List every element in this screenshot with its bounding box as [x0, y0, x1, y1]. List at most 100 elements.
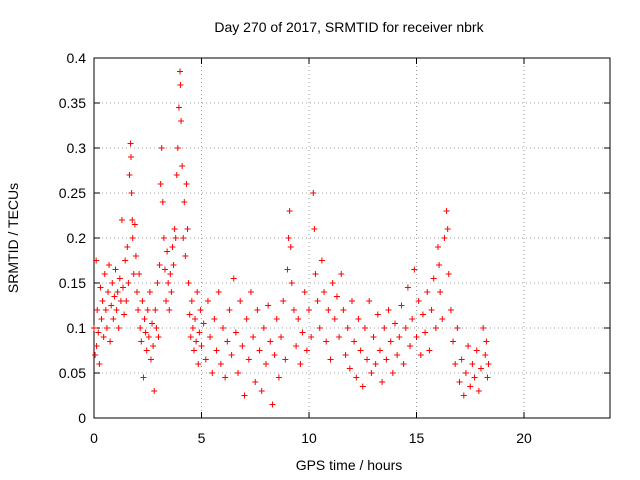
data-point — [189, 325, 196, 331]
data-point — [288, 280, 295, 286]
data-point — [441, 235, 448, 241]
data-point — [186, 311, 193, 318]
data-point — [383, 356, 390, 363]
data-point — [415, 298, 422, 304]
data-point — [295, 316, 302, 322]
data-point — [129, 235, 136, 241]
data-point — [379, 379, 386, 385]
data-point — [101, 271, 108, 277]
data-point — [374, 311, 381, 318]
data-point — [167, 271, 174, 277]
data-point — [325, 307, 332, 313]
data-point — [190, 347, 197, 354]
data-point — [275, 374, 282, 381]
data-point — [204, 298, 211, 304]
data-point — [478, 365, 484, 372]
data-point — [170, 262, 177, 268]
data-point — [336, 334, 343, 340]
data-point — [357, 347, 364, 354]
data-point — [138, 338, 145, 345]
data-point — [465, 343, 472, 349]
data-point — [97, 284, 104, 291]
data-point — [437, 289, 444, 295]
y-tick-label: 0.05 — [59, 365, 86, 381]
data-point — [364, 356, 371, 363]
data-point — [376, 347, 383, 354]
data-point — [398, 302, 405, 309]
data-point — [180, 235, 187, 241]
data-point — [151, 388, 158, 394]
data-point — [342, 352, 349, 358]
data-point — [407, 343, 414, 349]
data-point — [271, 352, 278, 358]
data-point — [200, 320, 207, 327]
data-point — [184, 226, 191, 232]
data-point — [141, 316, 148, 322]
data-point — [344, 325, 351, 331]
data-point — [426, 347, 433, 354]
plot-frame — [93, 57, 611, 419]
data-point — [424, 289, 431, 295]
data-point — [243, 316, 250, 322]
data-point — [454, 325, 461, 331]
data-point — [269, 401, 276, 408]
data-point — [278, 334, 285, 340]
y-tick-label: 0.15 — [59, 275, 86, 291]
data-point — [361, 325, 368, 331]
data-point — [370, 334, 377, 340]
data-point — [359, 383, 366, 390]
data-point — [116, 275, 123, 282]
data-point — [402, 325, 409, 331]
data-point — [409, 316, 416, 322]
data-point — [161, 266, 168, 273]
data-point — [311, 226, 318, 232]
data-point — [327, 356, 334, 363]
data-point — [392, 320, 398, 327]
x-tick-label: 20 — [516, 430, 532, 446]
data-point — [286, 208, 293, 214]
data-point — [422, 329, 429, 336]
data-point — [157, 181, 164, 187]
data-point — [159, 199, 166, 205]
data-point — [252, 379, 259, 385]
data-point — [482, 352, 489, 358]
data-point — [308, 334, 315, 340]
data-point — [230, 275, 237, 282]
data-point — [92, 352, 99, 358]
data-point — [188, 298, 195, 304]
data-point — [394, 352, 401, 358]
data-point — [331, 316, 338, 322]
data-point — [178, 118, 185, 124]
data-point — [125, 280, 132, 286]
data-point — [166, 307, 173, 313]
data-point — [182, 253, 189, 259]
data-point — [256, 347, 263, 354]
chart-title: Day 270 of 2017, SRMTID for receiver nbr… — [214, 19, 484, 35]
y-axis-label: SRMTID / TECUs — [5, 183, 21, 293]
data-point — [192, 316, 199, 322]
data-point — [127, 140, 134, 147]
data-point — [467, 383, 474, 390]
data-point — [153, 325, 160, 331]
data-point — [232, 329, 239, 336]
data-point — [443, 208, 450, 214]
x-tick-label: 10 — [301, 430, 317, 446]
x-tick-label: 15 — [409, 430, 425, 446]
data-point — [118, 217, 125, 223]
data-point — [340, 307, 347, 313]
data-point — [106, 262, 113, 268]
data-point — [127, 154, 134, 160]
data-point — [131, 221, 138, 228]
data-point — [177, 68, 183, 75]
data-point — [247, 289, 254, 295]
data-point — [143, 347, 150, 354]
data-point — [135, 307, 142, 313]
data-point — [439, 316, 446, 322]
data-point — [115, 325, 122, 331]
data-point — [120, 284, 127, 291]
data-point — [226, 307, 233, 313]
data-point — [142, 329, 149, 336]
data-point — [280, 298, 287, 304]
data-point — [338, 271, 345, 277]
